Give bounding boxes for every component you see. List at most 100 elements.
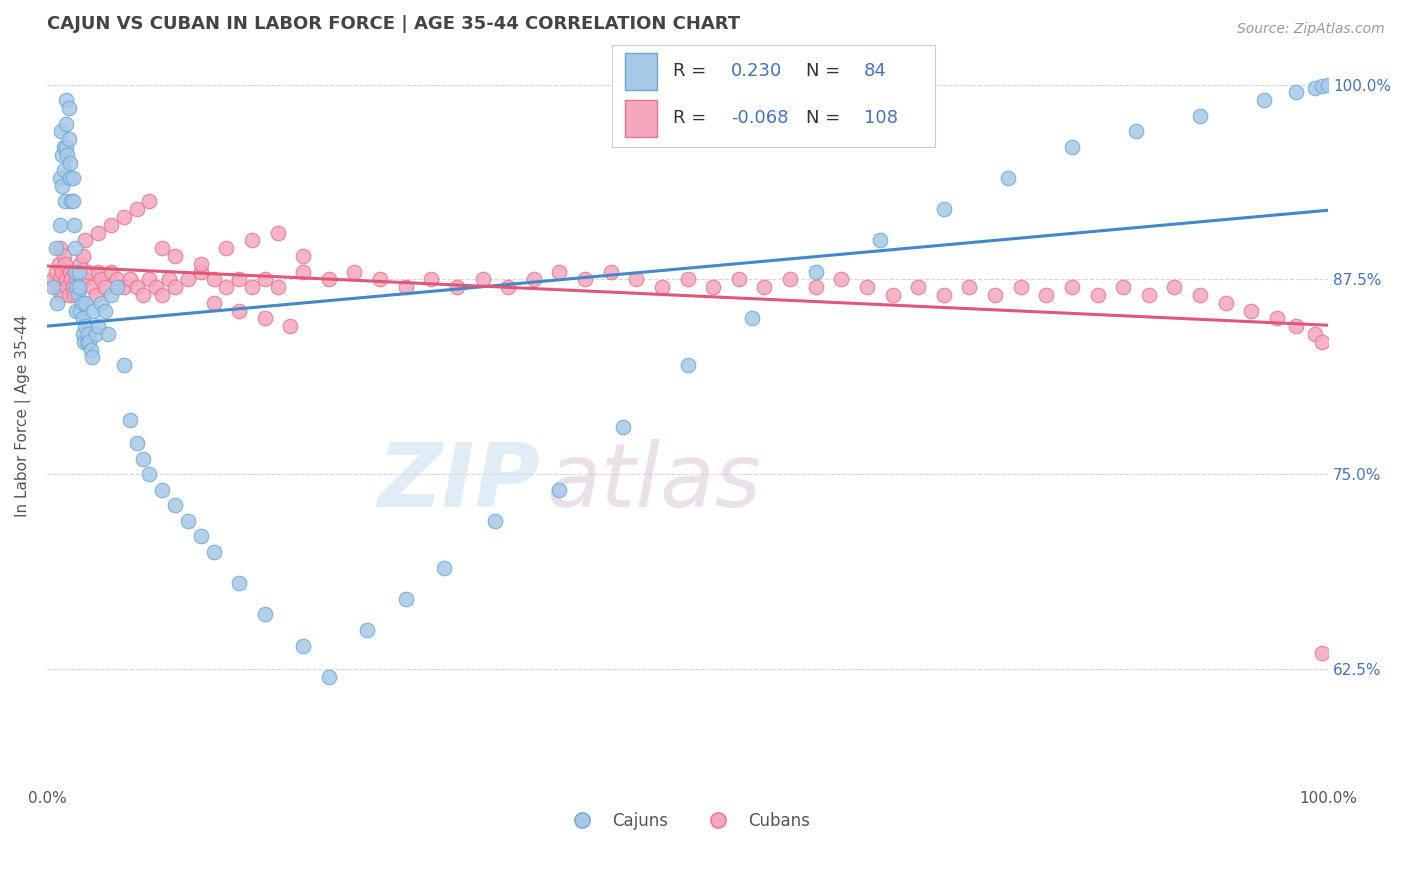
Point — [356, 623, 378, 637]
Point — [1310, 646, 1333, 660]
Point — [1010, 280, 1032, 294]
Point — [523, 272, 546, 286]
Point — [266, 280, 288, 294]
Point — [292, 249, 315, 263]
Point — [869, 234, 891, 248]
Point — [77, 326, 100, 341]
Point — [67, 280, 90, 294]
Point — [177, 514, 200, 528]
Point — [1215, 295, 1237, 310]
Bar — [624, 100, 657, 137]
Point — [484, 514, 506, 528]
Point — [1137, 288, 1160, 302]
Point — [90, 295, 112, 310]
Point — [69, 303, 91, 318]
Point — [1189, 288, 1212, 302]
Text: N =: N = — [806, 110, 839, 128]
Point — [1317, 78, 1340, 92]
Point — [266, 226, 288, 240]
Point — [280, 319, 302, 334]
Point — [138, 467, 160, 482]
Bar — [624, 53, 657, 90]
Point — [228, 576, 250, 591]
Point — [165, 249, 187, 263]
Point — [49, 218, 72, 232]
Point — [957, 280, 980, 294]
Point — [84, 326, 107, 341]
Point — [1253, 93, 1275, 107]
Point — [45, 241, 67, 255]
Point — [48, 257, 70, 271]
Point — [49, 124, 72, 138]
Point — [120, 272, 142, 286]
Point — [599, 264, 621, 278]
Point — [1087, 288, 1109, 302]
Point — [59, 171, 82, 186]
Point — [79, 343, 101, 357]
Point — [66, 288, 89, 302]
Point — [55, 140, 77, 154]
Point — [202, 272, 225, 286]
Point — [190, 257, 212, 271]
Point — [58, 288, 80, 302]
Point — [59, 155, 82, 169]
Point — [42, 280, 65, 294]
Point — [46, 280, 69, 294]
Point — [754, 280, 776, 294]
Point — [112, 280, 135, 294]
Point — [702, 280, 724, 294]
Point — [240, 234, 263, 248]
Point — [58, 101, 80, 115]
Point — [395, 280, 418, 294]
Text: Source: ZipAtlas.com: Source: ZipAtlas.com — [1237, 22, 1385, 37]
Point — [1310, 334, 1333, 349]
Point — [55, 93, 77, 107]
Point — [907, 280, 929, 294]
Point — [318, 272, 340, 286]
Point — [100, 264, 122, 278]
Point — [1305, 326, 1327, 341]
Point — [997, 171, 1019, 186]
Point — [1240, 303, 1263, 318]
Point — [87, 264, 110, 278]
Point — [75, 295, 97, 310]
Point — [496, 280, 519, 294]
Point — [215, 241, 238, 255]
Point — [42, 272, 65, 286]
Point — [548, 264, 571, 278]
Y-axis label: In Labor Force | Age 35-44: In Labor Force | Age 35-44 — [15, 315, 31, 516]
Point — [190, 264, 212, 278]
Point — [240, 280, 263, 294]
Point — [87, 319, 110, 334]
Point — [548, 483, 571, 497]
Point — [932, 202, 955, 217]
Point — [177, 272, 200, 286]
Point — [318, 670, 340, 684]
Point — [228, 272, 250, 286]
Point — [82, 303, 104, 318]
Point — [49, 241, 72, 255]
Point — [150, 288, 173, 302]
Point — [932, 288, 955, 302]
Point — [93, 280, 115, 294]
Text: 108: 108 — [863, 110, 898, 128]
Point — [112, 358, 135, 372]
Point — [1163, 280, 1185, 294]
Point — [100, 288, 122, 302]
Point — [433, 560, 456, 574]
Text: 84: 84 — [863, 62, 887, 80]
Point — [228, 303, 250, 318]
Point — [626, 272, 648, 286]
Point — [80, 280, 103, 294]
Point — [70, 295, 93, 310]
Point — [52, 249, 75, 263]
Text: R =: R = — [673, 110, 706, 128]
Point — [76, 334, 98, 349]
Point — [49, 288, 72, 302]
Point — [165, 280, 187, 294]
Point — [856, 280, 879, 294]
Point — [1189, 109, 1212, 123]
Point — [63, 218, 86, 232]
Point — [830, 272, 852, 286]
Point — [93, 303, 115, 318]
